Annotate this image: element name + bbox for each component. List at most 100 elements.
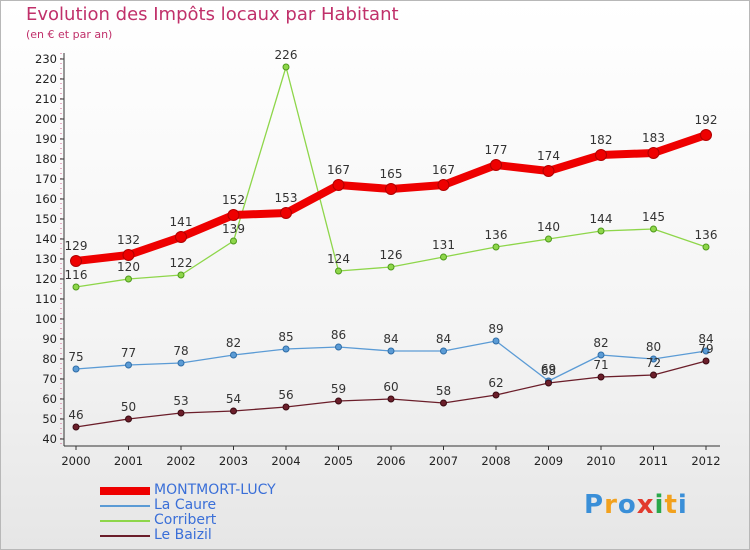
data-label-corribert: 136 [695,228,718,242]
x-tick-label: 2006 [376,454,405,468]
data-point-corribert [335,267,342,275]
legend-swatch [100,487,150,495]
x-tick-label: 2005 [324,454,353,468]
y-tick-label: 180 [35,152,57,166]
legend-label: La Caure [154,497,217,513]
data-label-le-baizil: 54 [226,392,241,406]
data-label-montmort-lucy: 192 [695,113,718,127]
data-point-montmort-lucy [490,159,502,171]
x-tick-label: 2002 [166,454,195,468]
data-label-la-caure: 75 [68,350,83,364]
data-label-corribert: 144 [590,212,613,226]
data-point-le-baizil [387,395,395,403]
data-label-le-baizil: 59 [331,382,346,396]
chart-subtitle: (en € et par an) [26,28,113,41]
data-point-montmort-lucy [175,231,187,243]
y-tick-label: 170 [35,172,57,186]
data-label-le-baizil: 56 [278,388,293,402]
y-tick-label: 140 [35,232,57,246]
legend-label: Corribert [154,512,217,528]
data-label-le-baizil: 68 [541,364,556,378]
series-line-montmort-lucy [72,131,710,265]
data-point-corribert [387,263,395,271]
data-label-montmort-lucy: 177 [485,143,508,157]
data-point-montmort-lucy [595,149,607,161]
x-tick-label: 2004 [271,454,300,468]
data-label-montmort-lucy: 165 [380,167,403,181]
y-tick-label: 220 [35,72,57,86]
y-tick-label: 150 [35,212,57,226]
data-point-le-baizil [72,423,80,431]
data-label-le-baizil: 79 [698,342,713,356]
data-label-montmort-lucy: 129 [65,239,88,253]
data-point-corribert [282,63,290,71]
y-tick-label: 50 [42,412,57,426]
data-label-corribert: 136 [485,228,508,242]
data-label-corribert: 122 [170,256,193,270]
data-point-montmort-lucy [385,183,397,195]
data-point-la-caure [282,345,290,353]
data-label-la-caure: 84 [436,332,451,346]
data-label-le-baizil: 71 [593,358,608,372]
data-point-la-caure [387,347,395,355]
data-label-montmort-lucy: 141 [170,215,193,229]
x-tick-label: 2001 [114,454,143,468]
data-point-le-baizil [177,409,185,417]
data-point-le-baizil [440,399,447,407]
data-point-montmort-lucy [332,179,345,191]
y-tick-label: 190 [35,132,57,146]
y-tick-label: 90 [42,332,57,346]
data-label-corribert: 126 [380,248,403,262]
y-tick-label: 160 [35,192,57,206]
legend-label: Le Baizil [154,527,212,543]
x-tick-label: 2000 [61,454,90,468]
data-label-la-caure: 69 [541,362,556,376]
x-tick-label: 2007 [429,454,458,468]
data-point-le-baizil [545,379,552,387]
data-point-la-caure [702,347,710,355]
data-point-le-baizil [282,403,290,411]
data-point-le-baizil [492,391,500,399]
data-point-la-caure [492,337,500,345]
data-point-la-caure [230,351,237,359]
data-label-la-caure: 85 [278,330,293,344]
legend-swatch [100,505,150,507]
data-label-la-caure: 84 [698,332,713,346]
data-label-le-baizil: 62 [488,376,503,390]
chart-title: Evolution des Impôts locaux par Habitant [26,4,399,25]
data-point-corribert [597,227,605,235]
data-label-corribert: 139 [222,222,245,236]
data-point-la-caure [597,351,605,359]
data-point-montmort-lucy [280,207,292,219]
data-point-corribert [125,275,132,283]
series-line-la-caure [75,340,707,382]
data-label-montmort-lucy: 152 [222,193,245,207]
data-label-corribert: 120 [117,260,140,274]
data-point-montmort-lucy [437,179,450,191]
data-label-montmort-lucy: 132 [117,233,140,247]
data-label-montmort-lucy: 182 [590,133,613,147]
x-tick-label: 2012 [691,454,720,468]
data-point-le-baizil [335,397,342,405]
data-point-corribert [545,235,552,243]
logo-letter: t [664,490,678,520]
logo-letter: x [636,490,655,520]
data-point-la-caure [440,347,447,355]
data-label-le-baizil: 72 [646,356,661,370]
data-point-le-baizil [230,407,237,415]
y-tick-label: 100 [35,312,57,326]
x-tick-label: 2009 [534,454,563,468]
data-label-montmort-lucy: 174 [537,149,560,163]
data-label-le-baizil: 60 [383,380,398,394]
data-point-corribert [177,271,185,279]
legend-label: MONTMORT-LUCY [154,482,276,498]
data-point-le-baizil [125,415,132,423]
x-tick-label: 2003 [219,454,248,468]
logo-letter: o [617,490,637,520]
data-label-montmort-lucy: 167 [432,163,455,177]
data-label-montmort-lucy: 167 [327,163,350,177]
data-label-la-caure: 78 [173,344,188,358]
data-point-montmort-lucy [122,249,135,261]
